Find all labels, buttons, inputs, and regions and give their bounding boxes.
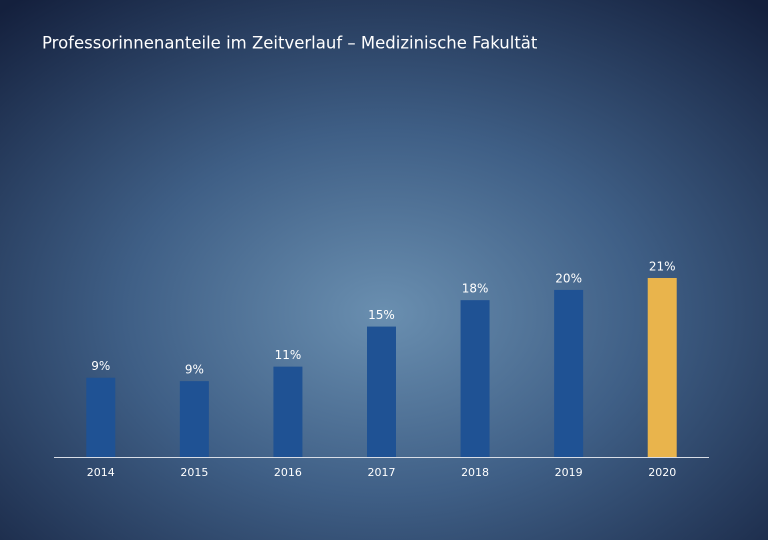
bar bbox=[460, 300, 490, 457]
value-label: 18% bbox=[462, 282, 489, 296]
x-tick-label: 2018 bbox=[461, 466, 489, 479]
bar bbox=[367, 326, 396, 457]
bar bbox=[179, 381, 209, 457]
bar bbox=[86, 377, 116, 457]
bar bbox=[647, 278, 677, 457]
value-label: 9% bbox=[91, 359, 110, 373]
value-label: 11% bbox=[275, 348, 302, 362]
bar bbox=[554, 289, 584, 457]
value-label: 21% bbox=[649, 260, 676, 274]
value-label: 20% bbox=[555, 271, 582, 285]
x-tick-label: 2015 bbox=[180, 466, 208, 479]
chart-title: Professorinnenanteile im Zeitverlauf – M… bbox=[42, 34, 538, 53]
x-tick-label: 2019 bbox=[555, 466, 583, 479]
x-tick-label: 2017 bbox=[368, 466, 396, 479]
bar bbox=[273, 366, 303, 457]
x-tick-label: 2014 bbox=[87, 466, 115, 479]
x-tick-label: 2016 bbox=[274, 466, 302, 479]
value-label: 9% bbox=[185, 363, 204, 377]
value-label: 15% bbox=[368, 308, 395, 322]
x-tick-label: 2020 bbox=[648, 466, 676, 479]
